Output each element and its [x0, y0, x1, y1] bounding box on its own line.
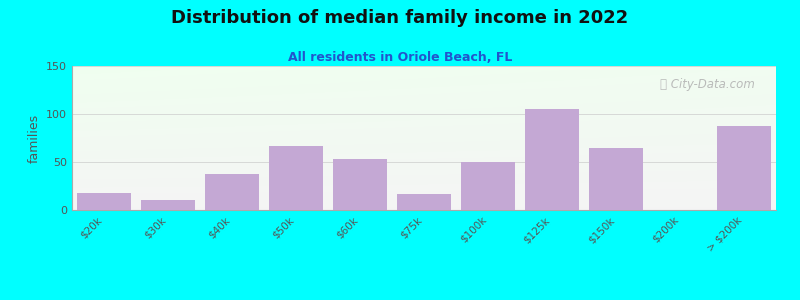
Text: Ⓜ City-Data.com: Ⓜ City-Data.com [660, 77, 755, 91]
Bar [333, 159, 387, 210]
Bar [205, 173, 259, 210]
Y-axis label: families: families [27, 113, 41, 163]
Text: All residents in Oriole Beach, FL: All residents in Oriole Beach, FL [288, 51, 512, 64]
Bar [589, 148, 643, 210]
Bar [141, 200, 195, 210]
Bar [461, 162, 515, 210]
Bar [397, 194, 451, 210]
Bar [525, 109, 579, 210]
Text: Distribution of median family income in 2022: Distribution of median family income in … [171, 9, 629, 27]
Bar [269, 146, 323, 210]
Bar [77, 193, 131, 210]
Bar [717, 125, 771, 210]
